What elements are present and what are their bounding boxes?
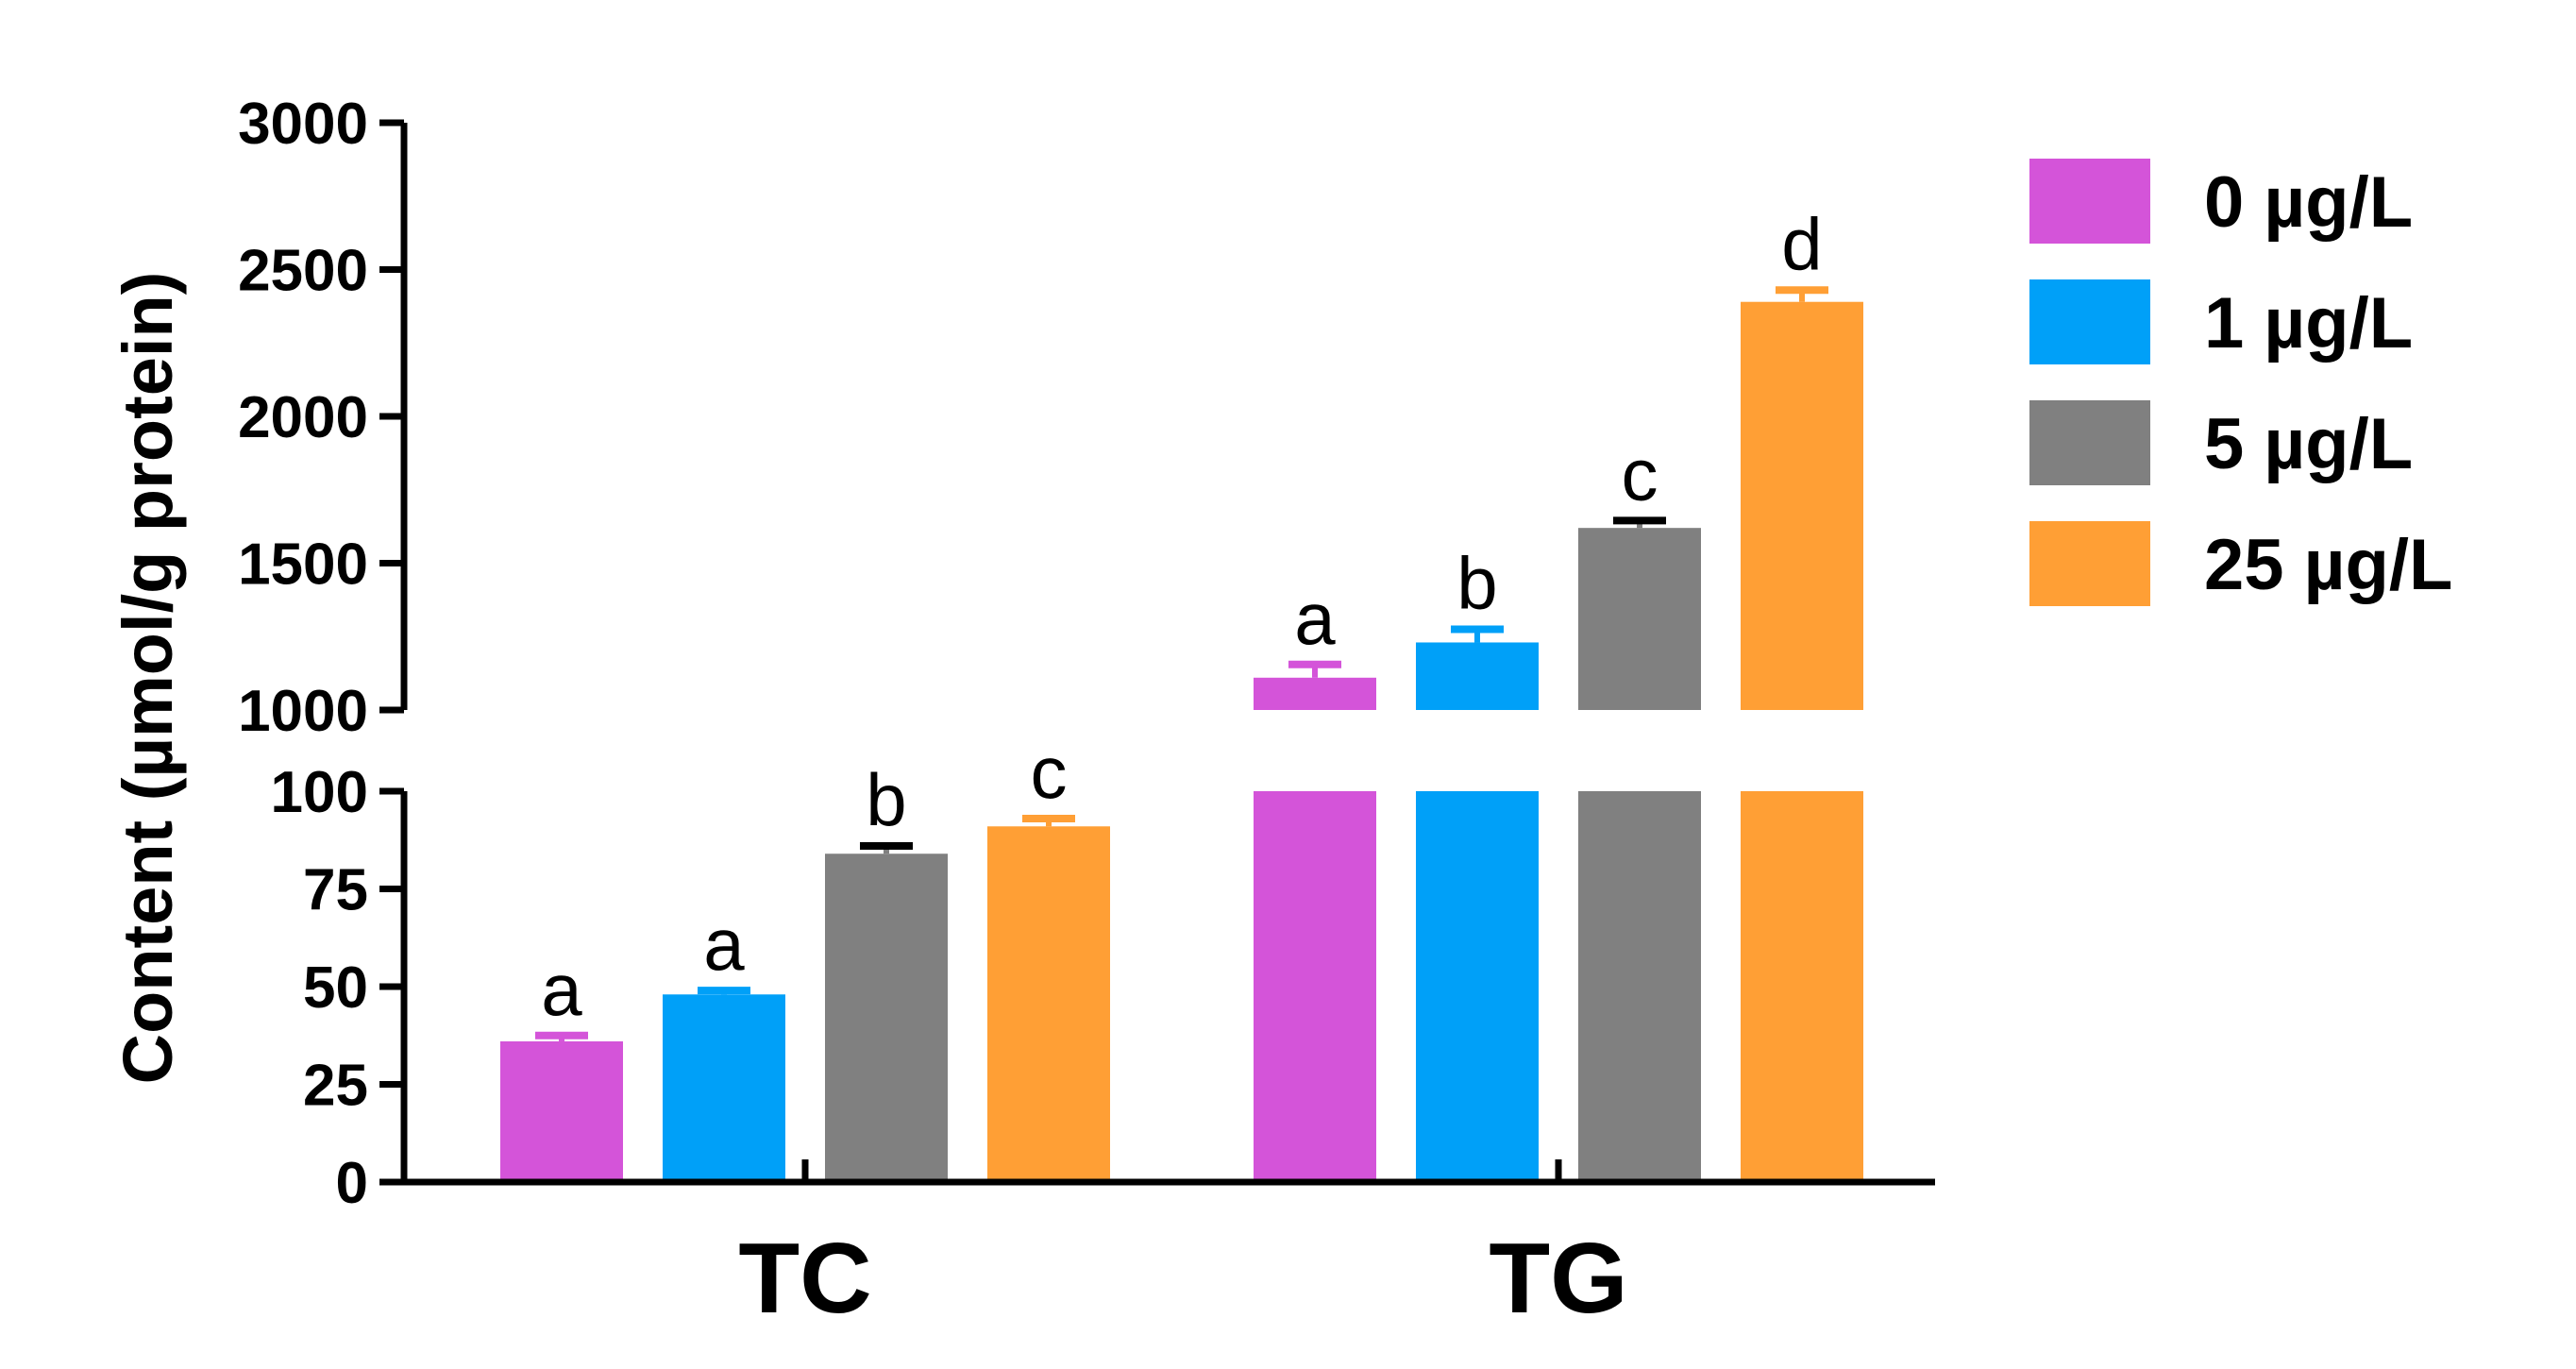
significance-letter: a (1294, 577, 1336, 660)
bar-lower-segment (1416, 791, 1539, 1182)
legend-swatch (2029, 521, 2150, 606)
significance-letter: b (1456, 541, 1497, 624)
legend-swatch (2029, 279, 2150, 364)
legend-label: 0 µg/L (2204, 162, 2413, 243)
legend-label: 5 µg/L (2204, 404, 2413, 484)
x-tick-label: TG (1489, 1223, 1627, 1334)
y-tick-label: 75 (303, 858, 368, 923)
significance-letter: c (1622, 432, 1658, 515)
y-tick-label: 25 (303, 1054, 368, 1119)
significance-letter: c (1031, 731, 1068, 814)
y-tick-label: 1500 (238, 532, 368, 598)
bar (1741, 301, 1863, 710)
y-tick-label: 2000 (238, 385, 368, 450)
bar (1416, 642, 1539, 710)
bar (500, 1040, 623, 1182)
legend-label: 1 µg/L (2204, 283, 2413, 363)
bar-lower-segment (1741, 791, 1863, 1182)
legend-label: 25 µg/L (2204, 525, 2452, 605)
bar (825, 854, 948, 1182)
significance-letter: a (541, 948, 582, 1031)
x-tick-label: TC (738, 1223, 871, 1334)
y-tick-label: 100 (271, 760, 368, 825)
legend: 0 µg/L 1 µg/L 5 µg/L 25 µg/L (2029, 159, 2452, 606)
axis-layer (379, 119, 1935, 1186)
y-tick-label: 2500 (238, 239, 368, 304)
bar (663, 994, 785, 1182)
significance-letter: d (1781, 202, 1822, 285)
bar-lower-segment (1578, 791, 1701, 1182)
significance-letter: a (703, 903, 745, 986)
legend-swatch (2029, 159, 2150, 244)
bar (987, 826, 1110, 1182)
y-tick-label: 3000 (238, 92, 368, 157)
y-tick-label: 0 (336, 1151, 368, 1216)
bar (1254, 677, 1376, 710)
bar (1578, 528, 1701, 710)
y-axis-label: Content (µmol/g protein) (109, 272, 187, 1085)
labels-layer: a a a b b c c d 0 25 50 75 100 1000 1500 2000 2500 3000 TC… (238, 92, 1823, 1334)
bars-layer (500, 286, 1863, 1182)
y-tick-label: 1000 (238, 679, 368, 744)
significance-letter: b (866, 758, 906, 841)
y-tick-label: 50 (303, 955, 368, 1021)
bar-lower-segment (1254, 791, 1376, 1182)
legend-swatch (2029, 400, 2150, 485)
